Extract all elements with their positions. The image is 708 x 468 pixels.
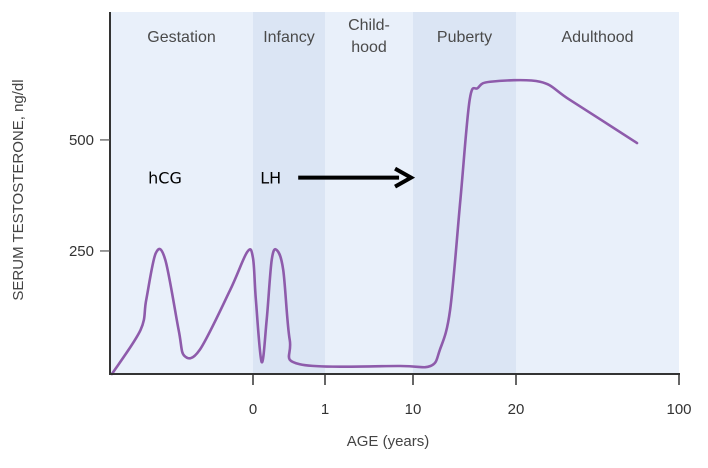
y-ticks: 250 500 <box>69 132 110 260</box>
band-2 <box>325 12 413 374</box>
y-tick-label: 500 <box>69 132 94 149</box>
band-4 <box>516 12 679 374</box>
x-tick-label: 1 <box>321 401 329 418</box>
x-axis-title: AGE (years) <box>347 433 430 450</box>
band-label: Infancy <box>263 29 315 46</box>
x-tick-label: 10 <box>405 401 422 418</box>
band-1 <box>253 12 325 374</box>
life-stage-labels: Gestation Infancy Child-hood Puberty Adultho… <box>147 17 633 56</box>
x-tick-label: 0 <box>249 401 257 418</box>
y-axis-title: SERUM TESTOSTERONE, ng/dl <box>10 79 27 300</box>
band-3 <box>413 12 516 374</box>
x-tick-label: 20 <box>508 401 525 418</box>
x-tick-label: 100 <box>666 401 691 418</box>
y-tick-label: 250 <box>69 243 94 260</box>
x-ticks: 0 1 10 20 100 <box>249 374 692 418</box>
arrow-head-icon <box>394 166 416 189</box>
annotation-hcg: hCG <box>148 169 182 188</box>
band-label: Adulthood <box>561 29 633 46</box>
band-label: Puberty <box>437 29 492 46</box>
testosterone-curve <box>110 78 639 376</box>
annotations: hCG LH <box>148 166 416 189</box>
band-label: Gestation <box>147 29 215 46</box>
annotation-lh: LH <box>260 169 281 188</box>
band-label: Child-hood <box>348 17 390 56</box>
life-stage-bands <box>110 12 679 374</box>
band-0 <box>110 12 253 374</box>
